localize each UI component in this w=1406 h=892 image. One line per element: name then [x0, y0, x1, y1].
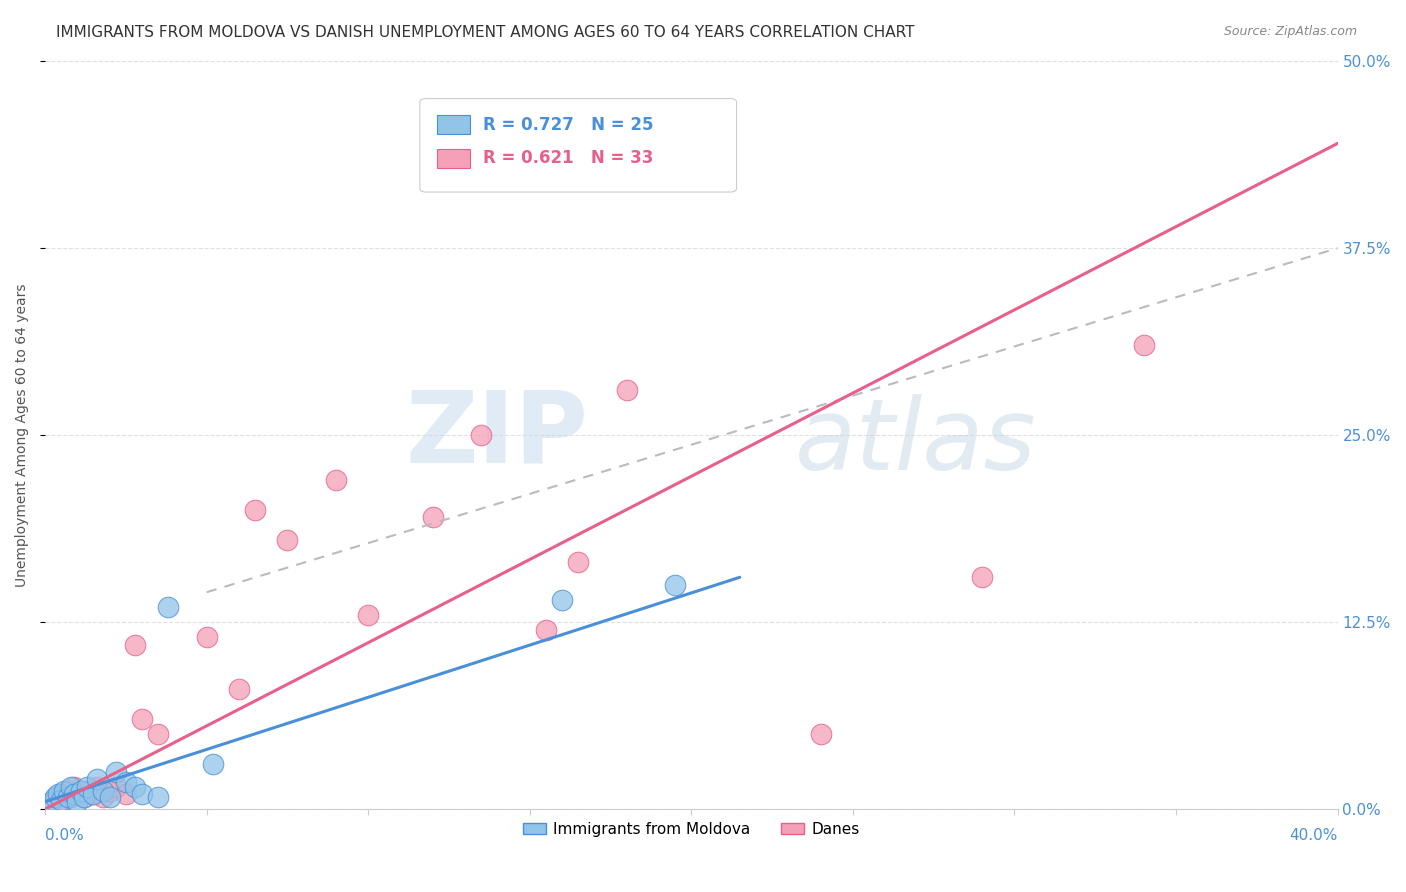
Point [91, 790, 114, 805]
Text: 40.0%: 40.0% [1289, 828, 1337, 843]
Point [124, 638, 146, 652]
Point [534, 623, 557, 637]
Point [98, 790, 121, 805]
Text: 0.0%: 0.0% [45, 828, 84, 843]
Y-axis label: Unemployment Among Ages 60 to 64 years: Unemployment Among Ages 60 to 64 years [15, 284, 30, 587]
Point [664, 578, 686, 592]
Point [59, 780, 82, 794]
Point [73, 790, 96, 805]
Point [422, 510, 444, 524]
Point [56, 790, 79, 805]
Point [59, 790, 82, 805]
Point [325, 473, 347, 487]
Point [86, 780, 108, 794]
Point [91, 784, 114, 798]
Point [46, 787, 69, 801]
Point [972, 570, 994, 584]
Point [616, 384, 638, 398]
Point [63, 780, 86, 794]
Legend: Immigrants from Moldova, Danes: Immigrants from Moldova, Danes [516, 815, 866, 843]
Point [66, 787, 89, 801]
Point [146, 790, 169, 805]
Point [56, 784, 79, 798]
Point [114, 787, 136, 801]
Point [76, 784, 98, 798]
Point [86, 772, 108, 787]
Point [1132, 338, 1154, 352]
Text: R = 0.621   N = 33: R = 0.621 N = 33 [484, 149, 654, 168]
Point [146, 727, 169, 741]
Bar [437, 115, 470, 135]
Point [53, 784, 76, 798]
Point [82, 787, 104, 801]
Point [276, 533, 298, 547]
Point [63, 787, 86, 801]
Point [243, 503, 266, 517]
FancyBboxPatch shape [420, 98, 737, 192]
Point [131, 712, 153, 726]
Point [551, 592, 574, 607]
Point [98, 784, 121, 798]
Point [49, 787, 72, 801]
Text: Source: ZipAtlas.com: Source: ZipAtlas.com [1223, 25, 1357, 38]
Point [41, 795, 63, 809]
Point [357, 607, 380, 622]
Point [82, 787, 104, 801]
Point [114, 775, 136, 789]
Point [131, 787, 153, 801]
Point [156, 600, 179, 615]
Point [810, 727, 832, 741]
Text: atlas: atlas [794, 394, 1036, 491]
Point [195, 630, 218, 644]
Point [46, 790, 69, 805]
Point [228, 682, 250, 697]
Text: IMMIGRANTS FROM MOLDOVA VS DANISH UNEMPLOYMENT AMONG AGES 60 TO 64 YEARS CORRELA: IMMIGRANTS FROM MOLDOVA VS DANISH UNEMPL… [56, 25, 915, 40]
Point [73, 790, 96, 805]
Point [41, 795, 63, 809]
Text: R = 0.727   N = 25: R = 0.727 N = 25 [484, 116, 654, 134]
Point [202, 757, 225, 772]
Bar [437, 149, 470, 168]
Point [53, 793, 76, 807]
Point [69, 784, 91, 798]
Point [567, 555, 589, 569]
Point [105, 780, 128, 794]
Point [76, 780, 98, 794]
Text: ZIP: ZIP [405, 386, 588, 483]
Point [49, 793, 72, 807]
Point [124, 780, 146, 794]
Point [44, 790, 66, 805]
Point [470, 428, 492, 442]
Point [66, 795, 89, 809]
Point [105, 764, 128, 779]
